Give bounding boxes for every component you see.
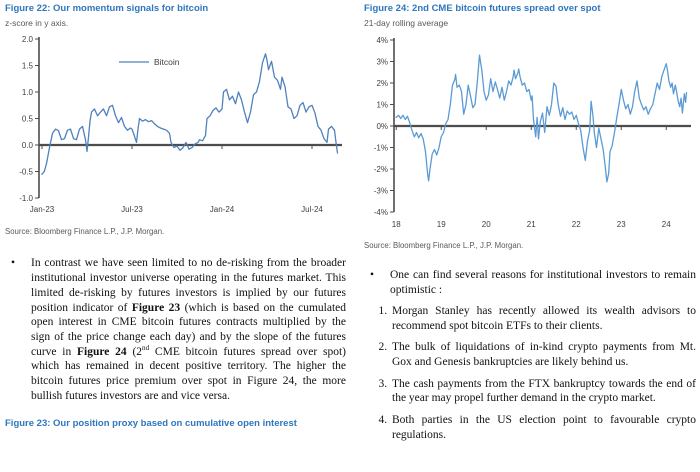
futures-spread-chart: 4% 3% 2% 1% 0% -1% -2% -3% -4% 18 19 20 21 22 23 24 xyxy=(364,31,696,238)
tick-label: 2% xyxy=(376,79,388,88)
right-bullet-paragraph: • One can find several reasons for insti… xyxy=(364,268,696,297)
figure24-subtitle: 21-day rolling average xyxy=(364,18,449,29)
list-item: The bulk of liquidations of in-kind cryp… xyxy=(390,340,696,369)
list-item: Both parties in the US election point to… xyxy=(390,413,696,442)
left-column: Figure 22: Our momentum signals for bitc… xyxy=(5,3,346,472)
figure23-title: Figure 23: Our position proxy based on c… xyxy=(5,417,297,429)
text-segment: (2 xyxy=(126,345,143,358)
momentum-chart: 2.0 1.5 1.0 0.5 0.0 -0.5 -1.0 Jan-23 Jul-23 Jan-2… xyxy=(5,31,346,224)
tick-label: Jul-24 xyxy=(301,205,323,214)
tick-label: Jan-24 xyxy=(210,205,235,214)
bullet-gap xyxy=(23,256,31,403)
series-line xyxy=(395,54,688,183)
tick-label: Jan-23 xyxy=(30,205,55,214)
text-segment: nd xyxy=(142,343,150,352)
figure24-source: Source: Bloomberg Finance L.P., J.P. Mor… xyxy=(364,241,524,251)
list-item: Morgan Stanley has recently allowed its … xyxy=(390,304,696,333)
tick-label: 23 xyxy=(617,220,626,229)
figure22-subtitle: z-score in y axis. xyxy=(5,18,69,29)
optimism-intro: One can find several reasons for institu… xyxy=(390,269,696,297)
text-segment: In contrast we have seen limited to no d… xyxy=(31,257,346,314)
tick-label: 0% xyxy=(376,122,388,131)
tick-label: 19 xyxy=(437,220,446,229)
figure24-title: Figure 24: 2nd CME bitcoin futures sprea… xyxy=(364,3,601,14)
tick-label: 2.0 xyxy=(22,35,34,44)
tick-label: -3% xyxy=(374,187,388,196)
tick-label: 1% xyxy=(376,101,388,110)
tick-label: 1.5 xyxy=(22,62,34,71)
tick-label: 0.0 xyxy=(22,141,34,150)
list-item: The cash payments from the FTX bankruptc… xyxy=(390,377,696,406)
tick-label: 4% xyxy=(376,36,388,45)
tick-label: -0.5 xyxy=(19,168,33,177)
tick-label: -2% xyxy=(374,165,388,174)
bullet-marker: • xyxy=(11,257,16,270)
bullet-marker: • xyxy=(370,269,375,282)
text-segment: Figure 23 xyxy=(131,301,181,314)
tick-label: -1% xyxy=(374,144,388,153)
figure22-source: Source: Bloomberg Finance L.P., J.P. Mor… xyxy=(5,227,165,237)
right-column: Figure 24: 2nd CME bitcoin futures sprea… xyxy=(364,3,696,472)
series-line xyxy=(41,53,339,176)
legend-label: Bitcoin xyxy=(154,57,180,67)
tick-label: -4% xyxy=(374,208,388,217)
derisking-paragraph: In contrast we have seen limited to no d… xyxy=(31,256,346,403)
tick-label: 18 xyxy=(392,220,401,229)
tick-label: 3% xyxy=(376,58,388,67)
left-bullet-paragraph: • In contrast we have seen limited to no… xyxy=(5,256,346,403)
tick-label: -1.0 xyxy=(19,194,33,203)
tick-label: 1.0 xyxy=(22,88,34,97)
text-segment: (which is based on the cumulated open in… xyxy=(31,301,346,358)
tick-label: 24 xyxy=(662,220,671,229)
tick-label: 0.5 xyxy=(22,115,34,124)
chart-canvas: 4% 3% 2% 1% 0% -1% -2% -3% -4% 18 19 20 21 22 23 24 xyxy=(374,36,691,229)
tick-label: Jul-23 xyxy=(121,205,143,214)
chart-canvas: 2.0 1.5 1.0 0.5 0.0 -0.5 -1.0 Jan-23 Jul-23 Jan-2… xyxy=(19,35,342,214)
optimism-reasons-list: Morgan Stanley has recently allowed its … xyxy=(364,304,696,443)
figure22-title: Figure 22: Our momentum signals for bitc… xyxy=(5,3,209,14)
bullet-gap xyxy=(382,268,390,297)
text-segment: CME bitcoin futures spread over spot) wh… xyxy=(31,345,347,402)
text-segment: Figure 24 xyxy=(77,345,127,358)
tick-label: 22 xyxy=(572,220,581,229)
tick-label: 21 xyxy=(527,220,536,229)
tick-label: 20 xyxy=(482,220,491,229)
